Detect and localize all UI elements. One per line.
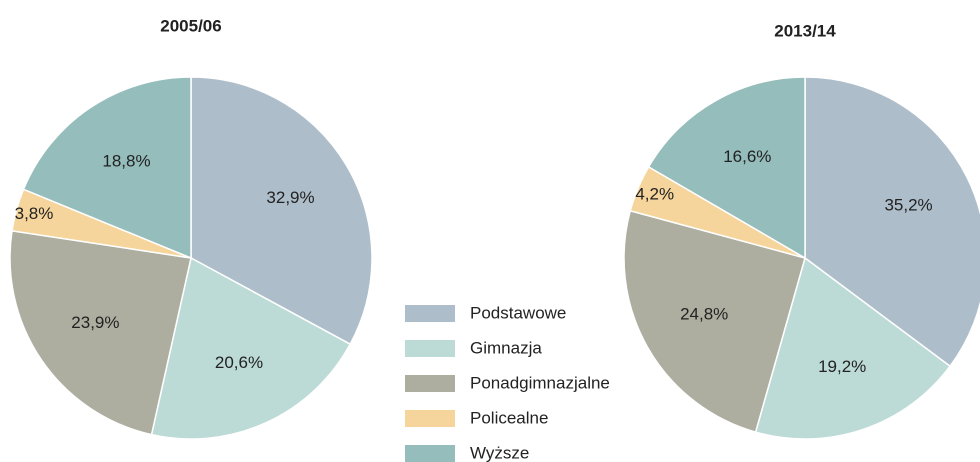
value-label: 23,9% xyxy=(71,313,119,332)
legend-swatch xyxy=(405,375,455,392)
legend-swatch xyxy=(405,340,455,357)
legend-label: Wyższe xyxy=(470,443,529,462)
value-label: 20,6% xyxy=(215,353,263,372)
legend-swatch xyxy=(405,445,455,462)
value-label: 19,2% xyxy=(818,357,866,376)
chart-title: 2005/06 xyxy=(160,16,221,35)
pie-slice xyxy=(754,256,952,440)
legend-swatch xyxy=(405,410,455,427)
value-label: 24,8% xyxy=(680,305,728,324)
pie-slice xyxy=(150,256,352,440)
value-label: 3,8% xyxy=(15,204,54,223)
legend-label: Gimnazja xyxy=(470,338,542,357)
chart-title: 2013/14 xyxy=(774,21,836,40)
value-label: 4,2% xyxy=(635,185,674,204)
pie-slice xyxy=(190,76,373,346)
pie-slice xyxy=(623,209,806,434)
legend-label: Policealne xyxy=(470,408,548,427)
value-label: 35,2% xyxy=(884,196,932,215)
pie-slice xyxy=(804,76,980,368)
pie-slice xyxy=(22,76,192,260)
value-label: 18,8% xyxy=(102,151,150,170)
legend-swatch xyxy=(405,305,455,322)
value-label: 32,9% xyxy=(266,188,314,207)
value-label: 16,6% xyxy=(723,147,771,166)
legend-label: Podstawowe xyxy=(470,303,566,322)
legend-label: Ponadgimnazjalne xyxy=(470,373,610,392)
pie-slice xyxy=(647,76,806,260)
pie-slice xyxy=(9,229,192,436)
